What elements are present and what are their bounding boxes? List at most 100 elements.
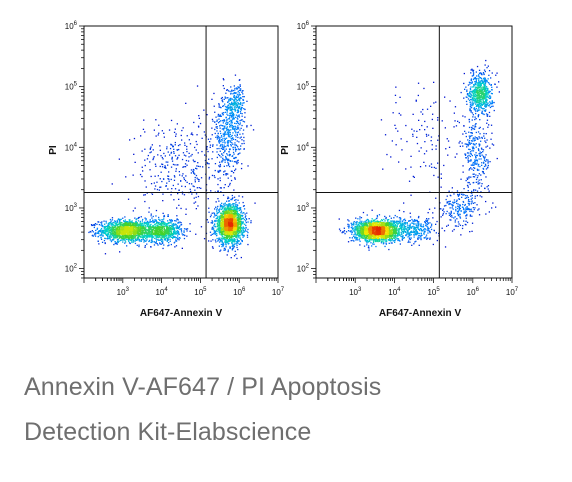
event-dot <box>100 229 102 231</box>
event-dot <box>162 247 164 250</box>
event-dot <box>197 165 200 167</box>
event-dot <box>169 222 171 224</box>
event-dot <box>121 225 124 227</box>
event-dot <box>222 138 224 140</box>
event-dot <box>155 230 157 232</box>
event-dot <box>476 65 479 68</box>
event-dot <box>219 163 221 166</box>
event-dot <box>220 191 222 193</box>
event-dot <box>107 228 110 230</box>
event-dot <box>233 241 235 243</box>
event-dot <box>162 240 164 242</box>
event-dot <box>109 227 111 229</box>
event-dot <box>149 226 151 228</box>
event-dot <box>100 228 103 230</box>
event-dot <box>238 94 240 96</box>
event-dot <box>226 97 228 99</box>
event-dot <box>143 221 146 224</box>
event-dot <box>193 202 195 204</box>
event-dot <box>210 234 212 236</box>
event-dot <box>170 194 172 196</box>
event-dot <box>127 232 129 235</box>
event-dot <box>142 239 144 241</box>
event-dot <box>224 184 226 186</box>
event-dot <box>173 233 175 235</box>
event-dot <box>123 232 126 235</box>
event-dot <box>218 211 220 214</box>
event-dot <box>220 214 222 216</box>
event-dot <box>203 131 205 133</box>
event-dot <box>229 99 232 101</box>
event-dot <box>230 218 232 220</box>
event-dot <box>234 104 236 106</box>
event-dot <box>158 132 160 134</box>
event-dot <box>135 232 138 235</box>
event-dot <box>225 209 227 211</box>
event-dot <box>104 242 106 244</box>
event-dot <box>143 239 145 241</box>
event-dot <box>107 235 109 237</box>
event-dot <box>148 231 151 233</box>
event-dot <box>210 240 212 242</box>
event-dot <box>239 237 241 239</box>
event-dot <box>149 234 151 236</box>
event-dot <box>224 242 227 244</box>
event-dot <box>222 228 224 230</box>
event-dot <box>204 159 207 162</box>
event-dot <box>183 166 185 168</box>
event-dot <box>487 126 489 128</box>
event-dot <box>188 152 190 154</box>
event-dot <box>223 233 226 235</box>
event-dot <box>163 136 165 138</box>
event-dot <box>167 227 170 229</box>
event-dot <box>219 155 221 157</box>
event-dot <box>190 169 193 171</box>
event-dot <box>155 119 157 121</box>
event-dot <box>243 205 245 207</box>
event-dot <box>131 225 134 227</box>
event-dot <box>127 233 129 235</box>
event-dot <box>243 96 245 98</box>
event-dot <box>228 240 230 242</box>
event-dot <box>182 166 184 168</box>
event-dot <box>110 233 112 236</box>
event-dot <box>155 219 157 221</box>
event-dot <box>225 239 227 241</box>
event-dot <box>235 201 237 203</box>
event-dot <box>133 229 135 231</box>
event-dot <box>230 231 233 233</box>
event-dot <box>136 234 138 236</box>
event-dot <box>127 238 129 240</box>
event-dot <box>231 241 233 243</box>
event-dot <box>227 211 229 213</box>
event-dot <box>133 231 135 233</box>
event-dot <box>134 207 136 209</box>
event-dot <box>145 231 147 233</box>
event-dot <box>228 234 230 236</box>
event-dot <box>226 231 228 233</box>
event-dot <box>226 254 228 256</box>
event-dot <box>242 223 244 225</box>
event-dot <box>235 102 237 104</box>
event-dot <box>106 226 108 228</box>
event-dot <box>233 102 235 104</box>
event-dot <box>170 166 173 168</box>
event-dot <box>144 159 146 161</box>
event-dot <box>234 205 236 207</box>
event-dot <box>142 229 144 232</box>
event-dot <box>126 229 128 231</box>
event-dot <box>435 145 437 147</box>
event-dot <box>415 100 417 102</box>
event-dot <box>229 160 231 162</box>
event-dot <box>150 233 152 235</box>
event-dot <box>137 234 140 237</box>
event-dot <box>99 234 101 236</box>
event-dot <box>222 208 224 210</box>
event-dot <box>216 232 218 235</box>
event-dot <box>237 148 240 150</box>
event-dot <box>198 117 200 119</box>
event-dot <box>153 221 155 223</box>
event-dot <box>232 231 235 233</box>
event-dot <box>223 230 226 233</box>
event-dot <box>225 234 227 236</box>
